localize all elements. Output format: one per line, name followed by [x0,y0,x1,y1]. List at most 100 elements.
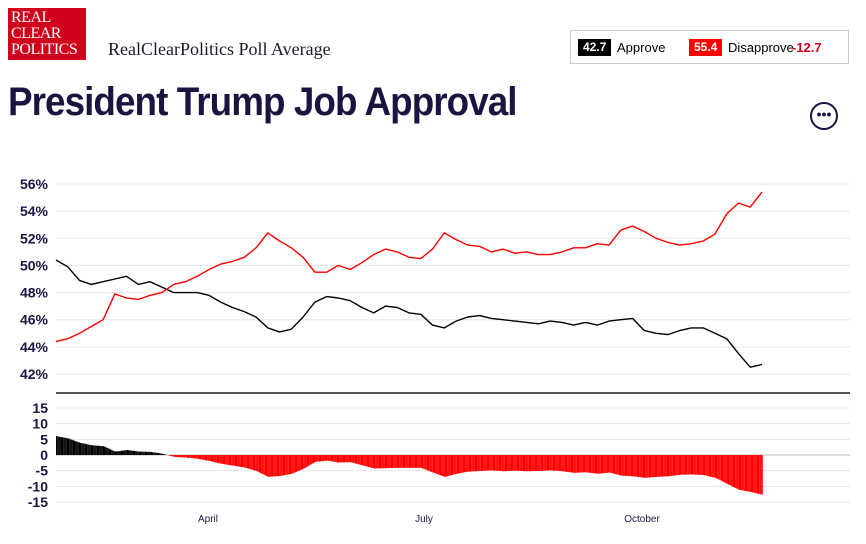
spread-bar [82,443,84,455]
spread-bar [410,455,412,468]
spread-bar [268,455,270,477]
spread-bar [550,455,552,471]
spread-bar [276,455,278,477]
spread-bar [662,455,664,477]
spread-bar [130,450,132,455]
spread-bar [670,455,672,476]
spread-bar [453,455,455,475]
spread-bar [99,445,101,455]
spread-bar [716,455,718,479]
spread-bar [336,455,338,463]
spread-bar [467,455,469,472]
spread-bar [218,455,220,464]
spread-bar [605,455,607,473]
spread-bar [63,437,65,455]
spread-bar [633,455,635,477]
spread-bar [389,455,391,468]
spread-bar [508,455,510,471]
spread-bar [466,455,468,472]
spread-bar [615,455,617,475]
spread-bar [147,451,149,455]
more-options-button[interactable]: ••• [810,102,838,130]
spread-bar [420,455,422,468]
spread-bar [107,448,109,455]
spread-bar [545,455,547,471]
spread-bar [292,455,294,474]
spread-bar [473,455,475,472]
spread-bar [339,455,341,463]
spread-bar [664,455,666,477]
spread-bar [741,455,743,491]
spread-bar [455,455,457,474]
spread-bar [512,455,514,471]
spread-bar [494,455,496,471]
spread-bar [579,455,581,473]
spread-bar [262,455,264,475]
spread-bar [533,455,535,472]
spread-bar [527,455,529,472]
spread-bar [755,455,757,494]
spread-bar [183,455,185,458]
spread-bar [693,455,695,475]
spread-bar [587,455,589,473]
spread-bar [364,455,366,466]
spread-bar [56,436,58,455]
spread-bar [248,455,250,469]
spread-bar [387,455,389,469]
spread-bar [392,455,394,468]
spread-bar [222,455,224,465]
spread-bar [101,446,103,455]
spread-bar [558,455,560,471]
spread-bar [590,455,592,473]
spread-bar [641,455,643,478]
spread-bar [447,455,449,477]
spread-bar [203,455,205,460]
spread-bar [506,455,508,472]
spread-bar [356,455,358,464]
spread-bar [254,455,256,471]
spread-bar [722,455,724,482]
spread-bar [532,455,534,472]
spread-bar [680,455,682,475]
logo-line-2: CLEAR [11,25,61,42]
spread-bar [462,455,464,473]
spread-bar [375,455,377,469]
main-y-tick-label: 50% [20,257,49,273]
spread-bar [178,455,180,458]
spread-bar [616,455,618,475]
spread-bar [658,455,660,477]
spread-bar [158,453,160,455]
spread-bar [93,445,95,455]
spread-bar [407,455,409,468]
spread-bar [489,455,491,471]
spread-bar [700,455,702,475]
spread-bar [518,455,520,471]
spread-bar [502,455,504,472]
spread-bar [212,455,214,462]
spread-bar [538,455,540,471]
spread-bar [726,455,728,484]
spread-bar [294,455,296,473]
spread-bar [363,455,365,466]
spread-bar [372,455,374,469]
rcp-logo[interactable]: REAL CLEAR POLITICS [8,8,86,60]
main-y-tick-label: 54% [20,203,49,219]
spread-bar [237,455,239,467]
spread-bar [635,455,637,477]
spread-bar [125,450,127,455]
spread-bar [116,451,118,455]
spread-bar [274,455,276,477]
spread-bar [173,455,175,457]
spread-bar [761,455,763,495]
spread-bar [592,455,594,474]
spread-bar [593,455,595,474]
spread-bar [230,455,232,466]
spread-bar [539,455,541,471]
spread-bar [412,455,414,468]
spread-bar [176,455,178,457]
spread-bar [737,455,739,490]
spread-bar [159,453,161,455]
spread-bar [185,455,187,458]
spread-bar [479,455,481,471]
